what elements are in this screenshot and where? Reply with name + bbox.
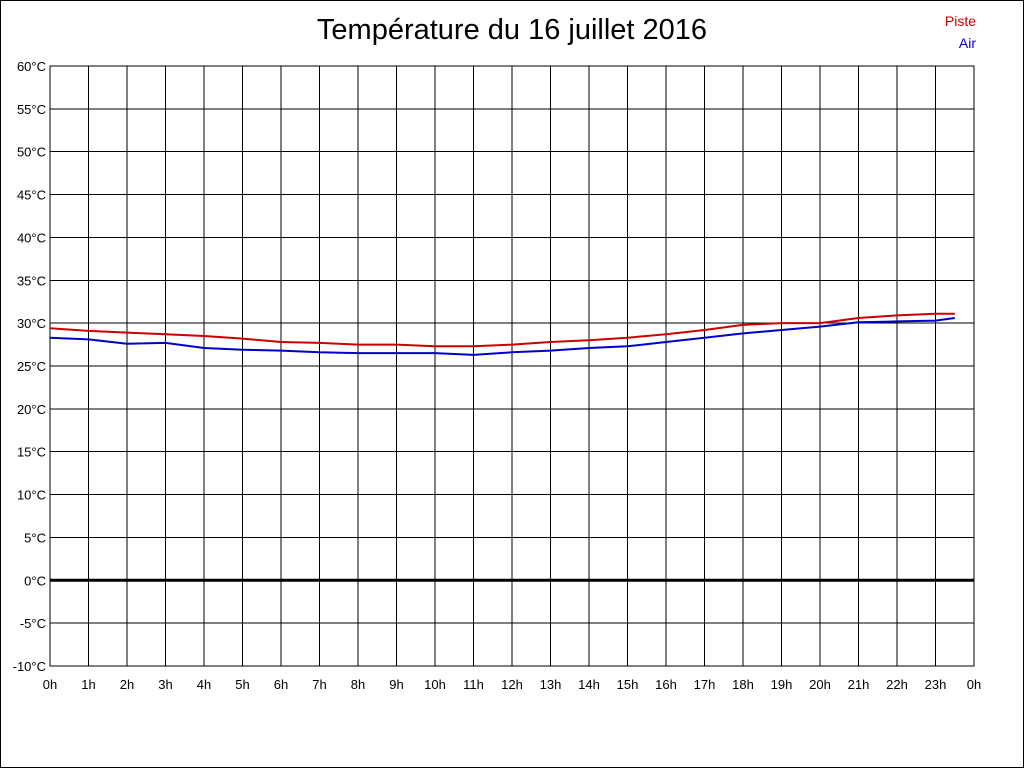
y-tick-label: 0°C: [24, 573, 46, 588]
x-tick-label: 11h: [463, 677, 484, 692]
x-tick-label: 12h: [501, 677, 523, 692]
y-tick-label: -5°C: [20, 616, 46, 631]
x-tick-label: 15h: [617, 677, 639, 692]
x-tick-label: 3h: [158, 677, 172, 692]
chart-title: Température du 16 juillet 2016: [316, 14, 708, 46]
y-tick-label: 60°C: [17, 59, 46, 74]
x-tick-label: 19h: [771, 677, 793, 692]
y-tick-label: -10°C: [13, 659, 46, 674]
x-tick-label: 10h: [424, 677, 446, 692]
x-tick-label: 14h: [578, 677, 600, 692]
x-tick-label: 8h: [351, 677, 365, 692]
x-tick-label: 9h: [389, 677, 403, 692]
series-line-piste: [49, 312, 955, 348]
y-tick-label: 30°C: [17, 316, 46, 331]
x-tick-label: 17h: [694, 677, 716, 692]
x-tick-label: 22h: [886, 677, 908, 692]
y-tick-label: 20°C: [17, 402, 46, 417]
y-tick-label: 25°C: [17, 359, 46, 374]
x-tick-label: 23h: [925, 677, 947, 692]
x-tick-label: 0h: [967, 677, 981, 692]
x-tick-label: 1h: [81, 677, 95, 692]
x-tick-label: 6h: [274, 677, 288, 692]
legend-air: Air: [958, 35, 976, 51]
y-tick-label: 10°C: [17, 488, 46, 503]
x-tick-label: 5h: [235, 677, 249, 692]
x-tick-label: 18h: [732, 677, 754, 692]
x-tick-label: 4h: [197, 677, 211, 692]
y-tick-label: 50°C: [17, 145, 46, 160]
x-tick-label: 2h: [120, 677, 134, 692]
x-tick-label: 13h: [540, 677, 562, 692]
y-tick-label: 5°C: [24, 530, 46, 545]
x-tick-label: 21h: [848, 677, 870, 692]
y-tick-label: 45°C: [17, 188, 46, 203]
y-tick-label: 35°C: [17, 273, 46, 288]
y-tick-label: 15°C: [17, 445, 46, 460]
y-tick-label: 55°C: [17, 102, 46, 117]
x-tick-label: 0h: [43, 677, 57, 692]
series-line-air: [49, 317, 955, 356]
x-tick-label: 20h: [809, 677, 831, 692]
y-tick-label: 40°C: [17, 230, 46, 245]
x-tick-label: 16h: [655, 677, 677, 692]
x-tick-label: 7h: [312, 677, 326, 692]
legend-piste: Piste: [944, 13, 976, 29]
plot-border: [49, 65, 975, 667]
